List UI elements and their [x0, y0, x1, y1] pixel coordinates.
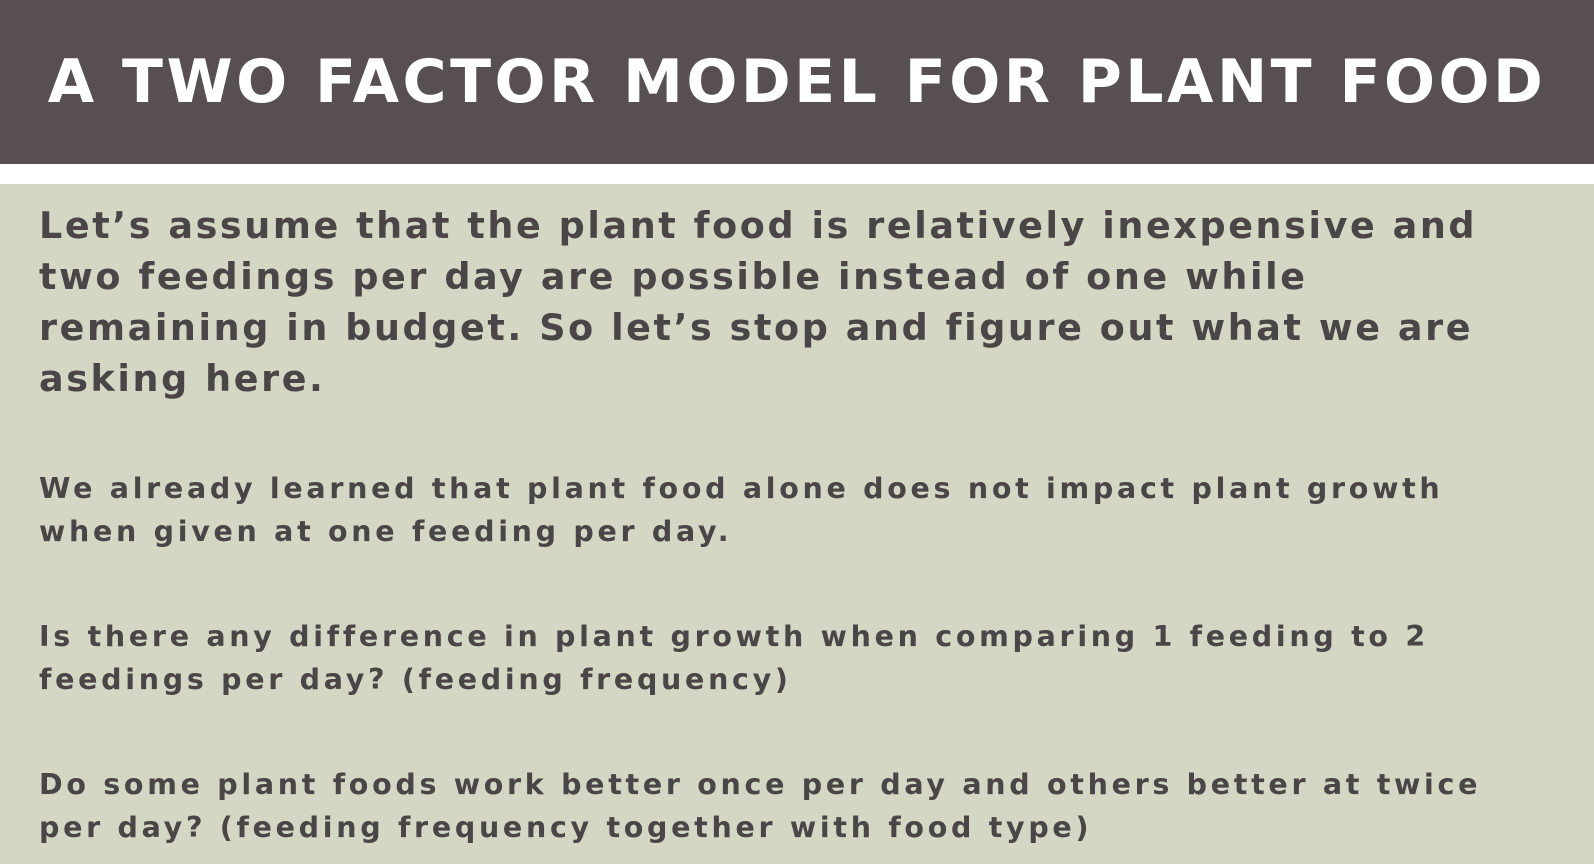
feeding-frequency-question: Is there any difference in plant growth … — [39, 620, 1429, 696]
interaction-question: Do some plant foods work better once per… — [39, 768, 1482, 844]
title-bar: A TWO FACTOR MODEL FOR PLANT FOOD — [0, 0, 1594, 164]
slide-body: Let’s assume that the plant food is rela… — [39, 200, 1569, 849]
slide-title: A TWO FACTOR MODEL FOR PLANT FOOD — [47, 47, 1547, 117]
prior-finding-paragraph: We already learned that plant food alone… — [39, 472, 1444, 548]
title-divider — [0, 164, 1594, 184]
intro-paragraph: Let’s assume that the plant food is rela… — [39, 204, 1478, 400]
